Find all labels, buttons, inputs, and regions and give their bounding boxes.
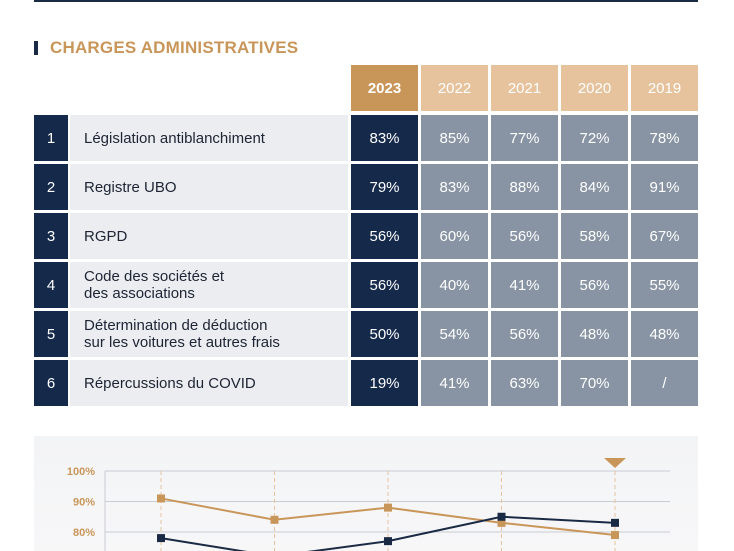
value-cell: 56% — [491, 311, 558, 357]
value-cell: 54% — [421, 311, 488, 357]
row-label: Registre UBO — [70, 164, 348, 210]
value-cell: 83% — [351, 115, 418, 161]
year-header: 2020 — [561, 65, 628, 111]
row-label: Répercussions du COVID — [70, 360, 348, 406]
value-cell: 56% — [351, 213, 418, 259]
row-label-text: Législation antiblanchiment — [84, 129, 265, 147]
value-cell: 56% — [491, 213, 558, 259]
row-label: Détermination de déduction sur les voitu… — [70, 311, 348, 357]
value-cell: 50% — [351, 311, 418, 357]
value-cell: 67% — [631, 213, 698, 259]
highlight-marker-icon — [604, 458, 626, 468]
row-label-text: Répercussions du COVID — [84, 374, 256, 392]
row-number: 6 — [34, 360, 68, 406]
row-label-text: Détermination de déduction sur les voitu… — [84, 317, 280, 351]
value-cell: 48% — [631, 311, 698, 357]
year-header: 2021 — [491, 65, 558, 111]
year-header: 2019 — [631, 65, 698, 111]
title-accent-bar — [34, 41, 38, 55]
row-number: 5 — [34, 311, 68, 357]
value-cell: 55% — [631, 262, 698, 308]
value-cell: 41% — [421, 360, 488, 406]
data-point — [157, 534, 165, 543]
value-cell: 84% — [561, 164, 628, 210]
data-point — [497, 512, 506, 521]
value-cell: 56% — [561, 262, 628, 308]
row-number: 3 — [34, 213, 68, 259]
y-tick-label: 80% — [73, 527, 95, 539]
value-cell: 60% — [421, 213, 488, 259]
value-cell: 85% — [421, 115, 488, 161]
year-header: 2022 — [421, 65, 488, 111]
data-point — [611, 518, 619, 527]
data-point — [157, 494, 165, 503]
y-tick-label: 90% — [73, 497, 95, 509]
row-label: Législation antiblanchiment — [70, 115, 348, 161]
section-title: CHARGES ADMINISTRATIVES — [50, 38, 299, 57]
table-row: 5 Détermination de déduction sur les voi… — [34, 311, 700, 357]
table-row: 2 Registre UBO 79% 83% 88% 84% 91% — [34, 164, 700, 210]
table-row: 6 Répercussions du COVID 19% 41% 63% 70%… — [34, 360, 700, 406]
value-cell: 58% — [561, 213, 628, 259]
value-cell: 48% — [561, 311, 628, 357]
row-number: 4 — [34, 262, 68, 308]
data-point — [270, 515, 279, 524]
table-row: 4 Code des sociétés et des associations … — [34, 262, 700, 308]
value-cell: 78% — [631, 115, 698, 161]
value-cell: 79% — [351, 164, 418, 210]
row-label-text: Code des sociétés et des associations — [84, 268, 225, 302]
value-cell: 83% — [421, 164, 488, 210]
data-point — [384, 537, 392, 546]
value-cell: 63% — [491, 360, 558, 406]
value-cell: 72% — [561, 115, 628, 161]
table-row: 1 Législation antiblanchiment 83% 85% 77… — [34, 115, 700, 161]
value-cell: 88% — [491, 164, 558, 210]
value-cell: 70% — [561, 360, 628, 406]
value-cell: 40% — [421, 262, 488, 308]
value-cell: 77% — [491, 115, 558, 161]
top-divider — [34, 0, 698, 2]
row-label: Code des sociétés et des associations — [70, 262, 348, 308]
year-header: 2023 — [351, 65, 418, 111]
y-tick-label: 100% — [67, 466, 95, 478]
row-number: 2 — [34, 164, 68, 210]
value-cell: 41% — [491, 262, 558, 308]
data-point — [611, 531, 619, 540]
data-point — [497, 518, 506, 527]
row-number: 1 — [34, 115, 68, 161]
row-label-text: Registre UBO — [84, 178, 177, 196]
data-point — [384, 503, 392, 512]
value-cell: / — [631, 360, 698, 406]
row-label-text: RGPD — [84, 227, 128, 245]
value-cell: 56% — [351, 262, 418, 308]
value-cell: 19% — [351, 360, 418, 406]
value-cell: 91% — [631, 164, 698, 210]
table-row: 3 RGPD 56% 60% 56% 58% 67% — [34, 213, 700, 259]
row-label: RGPD — [70, 213, 348, 259]
